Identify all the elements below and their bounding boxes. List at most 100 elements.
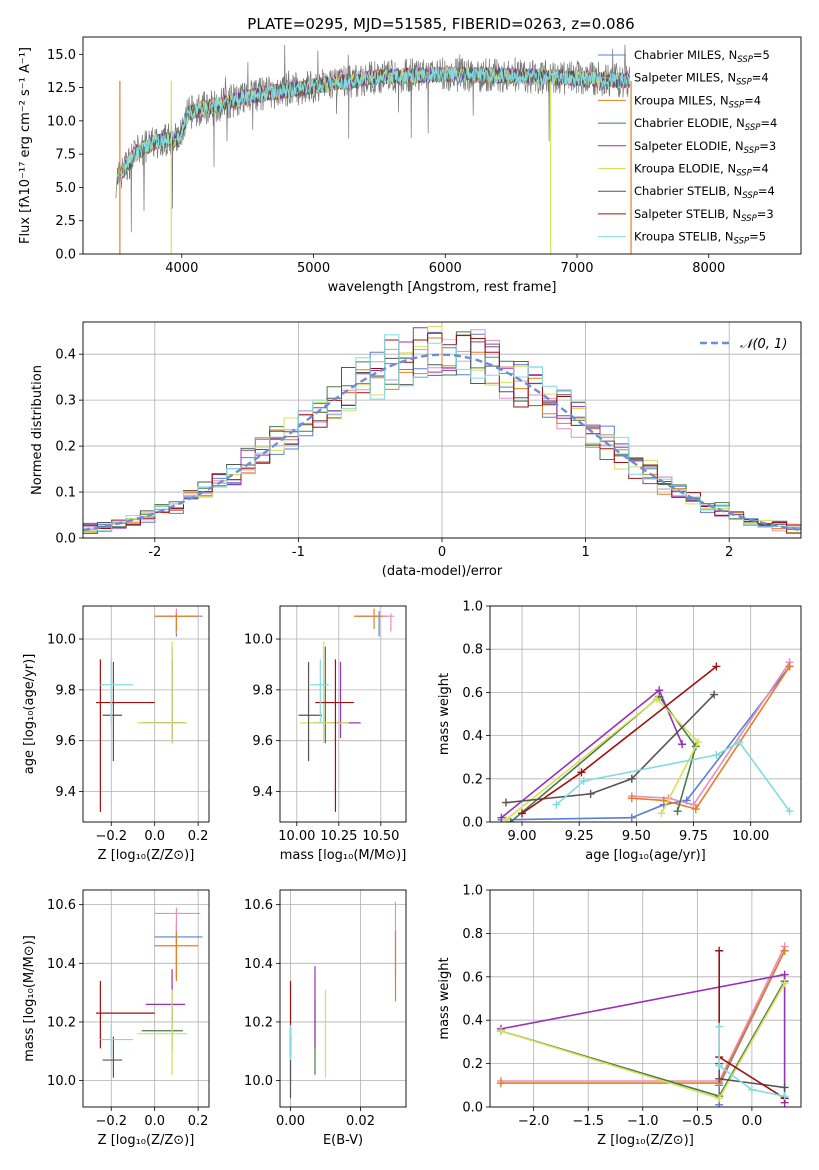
gridlines [280, 606, 406, 822]
mass-weight-marker [712, 751, 721, 760]
y-tick-label: 10.6 [47, 898, 76, 913]
normal-curve [83, 353, 801, 532]
y-tick-label: 0.4 [462, 1014, 483, 1029]
spectrum-model-line [117, 67, 630, 186]
panel-mass-vs-EBV: 0.00 0.02 10.0 10.2 10.4 10.6 E(B-V) [244, 889, 407, 1148]
mass-weight-marker [657, 809, 666, 818]
y-tick-label: 10.2 [244, 1015, 273, 1030]
x-tick-label: 9.25 [565, 829, 594, 844]
histogram-series [83, 332, 801, 534]
mass-weight-marker [715, 946, 724, 955]
y-tick-label: 0.1 [55, 486, 76, 501]
normal-legend-label: 𝒩(0, 1) [740, 337, 787, 352]
panel-mass-weight-vs-Z: −2.0 −1.5 −1.0 −0.5 0.0 0.0 0.2 0.4 0.6 0.8 1.0 Z [… [437, 884, 802, 1148]
x-axis-label: wavelength [Angstrom, rest frame] [328, 280, 557, 295]
gridlines [83, 890, 209, 1107]
mass-weight-line [631, 666, 791, 810]
x-tick-label: 10.25 [320, 829, 357, 844]
legend-label: Kroupa MILES, NSSP=4 [634, 93, 761, 110]
y-tick-label: 9.8 [55, 683, 76, 698]
y-tick-label: 15.0 [47, 48, 76, 63]
mass-weight-marker [780, 979, 789, 988]
x-tick-label: 9.75 [679, 829, 708, 844]
mass-weight-marker [652, 694, 661, 703]
panel-age-vs-Z: −0.2 0.0 0.2 9.4 9.6 9.8 10.0 Z [log₁₀(Z/Z⊙)] ag… [22, 605, 210, 863]
mass-weight-marker [780, 1083, 789, 1092]
y-tick-label: 0.4 [462, 729, 483, 744]
legend-label: Kroupa ELODIE, NSSP=4 [634, 162, 769, 179]
x-tick-label: 0.2 [188, 1114, 209, 1129]
mass-weight-marker [689, 800, 698, 809]
figure-title: PLATE=0295, MJD=51585, FIBERID=0263, z=0… [247, 15, 634, 33]
legend-label-suffix: =3 [759, 139, 776, 153]
panel-mass-vs-Z: −0.2 0.0 0.2 10.0 10.2 10.4 10.6 Z [log₁₀(Z/Z⊙)… [22, 889, 210, 1148]
axes-frame [82, 321, 802, 539]
y-tick-label: 10.0 [244, 633, 273, 648]
plot-area [298, 608, 395, 812]
mass-weight-marker [691, 805, 700, 814]
legend-label-main: Salpeter STELIB, N [634, 207, 741, 221]
x-tick-label: -1 [292, 545, 305, 560]
mass-weight-marker [715, 1094, 724, 1103]
axes-frame [489, 605, 802, 823]
legend-label: Salpeter MILES, NSSP=4 [634, 71, 769, 88]
x-tick-label: 9.50 [622, 829, 651, 844]
mass-weight-marker [780, 1092, 789, 1101]
histogram-series [83, 334, 801, 532]
mass-weight-marker [715, 1022, 724, 1031]
y-tick-label: 0.2 [462, 1057, 483, 1072]
mass-weight-line [505, 694, 715, 804]
gridlines [83, 606, 209, 822]
y-tick-label: 9.4 [55, 785, 76, 800]
x-tick-label: 0 [438, 545, 446, 560]
axes-frame [489, 889, 802, 1108]
legend-label-sub: SSP [729, 100, 745, 110]
y-tick-label: 0.6 [462, 970, 483, 985]
x-tick-label: 1 [581, 545, 589, 560]
y-tick-label: 1.0 [462, 884, 483, 899]
mass-weight-marker [552, 800, 561, 809]
y-axis-label: age [log₁₀(age/yr)] [22, 654, 37, 775]
x-tick-label: 0.00 [276, 1114, 305, 1129]
y-tick-label: 0.6 [462, 686, 483, 701]
mass-weight-marker [735, 738, 744, 747]
mass-weight-marker [502, 815, 511, 822]
x-axis-label: Z [log₁₀(Z/Z⊙)] [597, 1133, 694, 1148]
legend-label-suffix: =3 [757, 207, 774, 221]
legend-label-sub: SSP [742, 191, 758, 201]
plot-area [96, 608, 203, 812]
mass-weight-marker [502, 798, 511, 807]
spectrum-model-line [116, 66, 630, 183]
plot-area [96, 907, 203, 1078]
legend-label-main: Chabrier ELODIE, N [634, 116, 745, 130]
legend-label-sub: SSP [741, 214, 757, 224]
legend-label: Salpeter STELIB, NSSP=3 [634, 207, 774, 224]
mass-weight-marker [785, 662, 794, 671]
y-tick-label: 0.0 [462, 1101, 483, 1116]
legend-label-sub: SSP [745, 123, 761, 133]
y-axis-label: mass weight [437, 957, 452, 1039]
x-tick-label: 9.00 [508, 829, 537, 844]
axes-frame [82, 605, 210, 823]
legend-label-suffix: =4 [760, 116, 777, 130]
histogram-series [83, 335, 801, 532]
mass-weight-marker [627, 813, 636, 822]
x-tick-label: 10.00 [278, 829, 315, 844]
x-tick-label: 8000 [692, 261, 725, 276]
x-axis-label: Z [log₁₀(Z/Z⊙)] [98, 1133, 195, 1148]
x-tick-label: −2.0 [518, 1114, 550, 1129]
x-axis-label: mass [log₁₀(M/M⊙)] [280, 848, 407, 863]
y-tick-label: 10.2 [47, 1015, 76, 1030]
y-tick-label: 0.2 [462, 772, 483, 787]
legend-label: Salpeter ELODIE, NSSP=3 [634, 139, 776, 156]
mass-weight-marker [496, 1079, 505, 1088]
mass-weight-marker [497, 813, 506, 822]
legend-label-sub: SSP [736, 169, 752, 179]
y-tick-label: 0.8 [462, 927, 483, 942]
x-tick-label: −1.0 [627, 1114, 659, 1129]
legend-label-main: Salpeter ELODIE, N [634, 139, 744, 153]
panel-mass-weight-vs-age: 9.00 9.25 9.50 9.75 10.00 0.0 0.2 0.4 0.6 0.8 1.0 a… [437, 600, 802, 863]
y-axis-label: Normed distribution [30, 365, 45, 495]
x-axis-label: (data-model)/error [382, 564, 503, 579]
